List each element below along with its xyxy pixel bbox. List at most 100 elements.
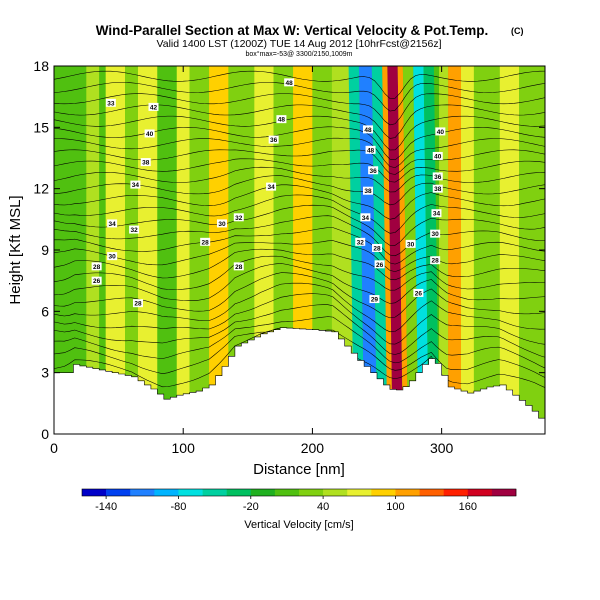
isentrope-label-box [430, 256, 441, 265]
x-axis-label: Distance [nm] [253, 461, 345, 478]
chart-subtitle: Valid 1400 LST (1200Z) TUE 14 Aug 2012 [… [157, 38, 442, 50]
isentrope-label-box [369, 295, 380, 304]
isentrope-label-box [233, 213, 244, 222]
colorbar-swatch [443, 489, 469, 496]
colorbar-swatch [250, 489, 276, 496]
isentrope-label-box [200, 237, 211, 246]
velocity-band-16 [348, 66, 365, 434]
isentrope-line [54, 240, 545, 272]
isentrope-label-box [430, 229, 441, 238]
isentrope-line [54, 255, 545, 291]
isentrope-label: 32 [235, 215, 243, 222]
colorbar-swatch [202, 489, 227, 496]
isentrope-label-box [91, 276, 102, 285]
x-axis: 0 100 200 300 [50, 66, 454, 456]
isentrope-label: 42 [150, 104, 158, 111]
velocity-band-1 [86, 66, 100, 434]
isentrope-contours [54, 70, 545, 388]
isentrope-label: 34 [267, 184, 275, 191]
colorbar-swatch [467, 489, 493, 496]
isentrope-label-box [405, 239, 416, 248]
colorbar-tick-label: -140 [95, 501, 117, 513]
colorbar-swatch [274, 489, 300, 496]
terrain-shape [54, 327, 545, 434]
isentrope-label-box [107, 252, 118, 261]
isentrope-label: 38 [434, 186, 442, 193]
isentrope-label: 29 [371, 297, 379, 304]
colorbar-swatch [395, 489, 420, 496]
isentrope-label-box [432, 184, 443, 193]
isentrope-label-box [360, 213, 371, 222]
isentrope-line [54, 293, 545, 345]
colorbar-tick-label: -80 [170, 501, 186, 513]
isentrope-label: 30 [218, 221, 226, 228]
colorbar-swatch [106, 489, 131, 496]
isentrope-label: 48 [364, 127, 372, 134]
isentrope-label-box [129, 225, 140, 234]
colorbar-frame [81, 488, 517, 497]
isentrope-label: 34 [132, 182, 140, 189]
isentrope-label: 34 [109, 221, 117, 228]
velocity-band-23 [413, 66, 429, 434]
isentrope-line [54, 115, 545, 151]
chart-title-mark: (C) [511, 26, 524, 36]
isentrope-label-box [372, 243, 383, 252]
isentrope-label: 40 [146, 131, 154, 138]
isentrope-line [54, 227, 545, 265]
isentrope-labels: 33 42 48 48 40 38 36 34 34 34 32 32 30 28 30 28 28 26 28 48… [91, 78, 446, 308]
velocity-band-7 [176, 66, 190, 434]
colorbar-swatch [371, 489, 396, 496]
colorbar-swatch [323, 489, 348, 496]
velocity-band-22 [402, 66, 419, 434]
colorbar-tick-label: 40 [317, 501, 329, 513]
isentrope-label-box [365, 145, 376, 154]
velocity-band-24 [423, 66, 440, 434]
isentrope-label-box [144, 129, 155, 138]
isentrope-label: 28 [202, 239, 210, 246]
chart-subtitle-2: box°max=-53@ 3300/2150,1009m [245, 50, 352, 58]
velocity-band-3 [105, 66, 126, 434]
colorbar-swatch [419, 489, 444, 496]
colorbar-swatch [226, 489, 252, 496]
isentrope-label-box [148, 102, 159, 111]
isentrope-label: 34 [362, 215, 370, 222]
chart-title: Wind-Parallel Section at Max W: Vertical… [96, 23, 488, 38]
velocity-band-6 [157, 66, 177, 434]
isentrope-line [54, 149, 545, 175]
isentrope-line [54, 272, 545, 319]
isentrope-label-box [435, 127, 446, 136]
isentrope-label-box [368, 166, 379, 175]
isentrope-label-box [233, 262, 244, 271]
isentrope-label: 30 [432, 231, 440, 238]
colorbar-tick-label: 160 [459, 501, 477, 513]
colorbar-swatch [491, 489, 517, 496]
velocity-band-28 [473, 66, 500, 434]
colorbar-swatch [130, 489, 155, 496]
isentrope-label: 30 [109, 254, 117, 261]
isentrope-label-box [140, 158, 151, 167]
isentrope-label-box [216, 219, 227, 228]
isentrope-label-box [362, 186, 373, 195]
y-axis-label: Height [Kft MSL] [7, 195, 24, 304]
isentrope-label: 32 [130, 227, 138, 234]
isentrope-line [54, 184, 545, 220]
isentrope-label: 28 [235, 264, 243, 271]
isentrope-label: 28 [134, 301, 142, 308]
isentrope-line [54, 158, 545, 183]
y-tick-label: 3 [41, 365, 49, 381]
isentrope-line [54, 215, 545, 257]
isentrope-label-box [432, 151, 443, 160]
colorbar-swatch [82, 489, 107, 496]
isentrope-label-box [362, 125, 373, 134]
isentrope-label: 40 [434, 153, 442, 160]
isentrope-line [54, 126, 545, 161]
isentrope-label-box [107, 219, 118, 228]
velocity-band-27 [461, 66, 474, 434]
velocity-band-2 [99, 66, 106, 434]
isentrope-label: 48 [278, 117, 286, 124]
x-tick-label: 200 [301, 440, 325, 456]
isentrope-label: 48 [286, 80, 294, 87]
isentrope-label: 30 [407, 241, 415, 248]
colorbar-swatch [178, 489, 203, 496]
isentrope-label: 36 [434, 174, 442, 181]
